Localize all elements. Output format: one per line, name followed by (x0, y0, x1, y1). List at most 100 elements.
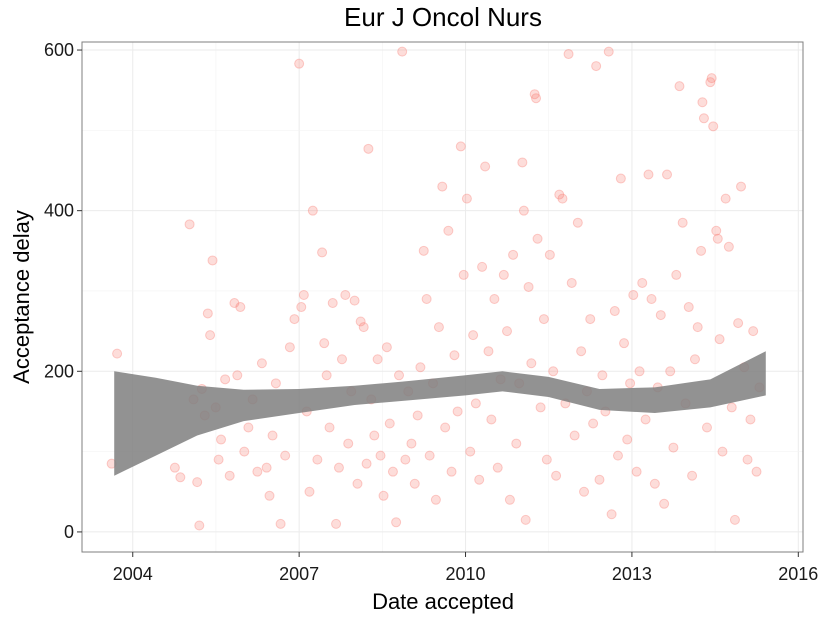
data-point (742, 454, 753, 465)
data-point (665, 366, 676, 377)
smooth-band (114, 351, 766, 476)
data-point (625, 378, 636, 389)
data-point (733, 318, 744, 329)
data-point (594, 474, 605, 485)
data-point (531, 93, 542, 104)
data-point (224, 470, 235, 481)
data-point (541, 454, 552, 465)
data-point (612, 450, 623, 461)
data-point (324, 422, 335, 433)
data-point (443, 225, 454, 236)
y-tick-label: 600 (44, 40, 74, 60)
data-point (538, 314, 549, 325)
data-point (384, 418, 395, 429)
data-point (697, 97, 708, 108)
data-point (343, 438, 354, 449)
data-point (692, 322, 703, 333)
data-point (628, 289, 639, 300)
data-point (298, 289, 309, 300)
data-point (548, 366, 559, 377)
data-point (572, 217, 583, 228)
data-point (296, 302, 307, 313)
data-point (400, 454, 411, 465)
data-point (184, 219, 195, 230)
data-point (532, 233, 543, 244)
data-point (498, 269, 509, 280)
data-point (745, 414, 756, 425)
data-point (202, 308, 213, 319)
data-point (566, 277, 577, 288)
data-point (261, 462, 272, 473)
data-point (726, 402, 737, 413)
data-point (671, 269, 682, 280)
data-point (363, 143, 374, 154)
data-point (387, 466, 398, 477)
data-point (714, 334, 725, 345)
data-point (458, 269, 469, 280)
data-point (646, 294, 657, 305)
data-point (378, 490, 389, 501)
data-point (511, 438, 522, 449)
data-point (440, 422, 451, 433)
data-point (634, 366, 645, 377)
data-point (232, 370, 243, 381)
data-point (474, 474, 485, 485)
data-point (437, 181, 448, 192)
y-tick-label: 200 (44, 361, 74, 381)
data-point (289, 314, 300, 325)
data-point (294, 58, 305, 69)
grid (82, 42, 803, 552)
data-point (535, 402, 546, 413)
data-point (452, 406, 463, 417)
data-point (520, 514, 531, 525)
data-point (609, 306, 620, 317)
data-point (655, 310, 666, 321)
data-point (523, 281, 534, 292)
data-point (606, 509, 617, 520)
data-point (637, 277, 648, 288)
data-point (597, 370, 608, 381)
data-point (252, 466, 263, 477)
data-points (106, 46, 765, 531)
data-point (554, 189, 565, 200)
data-point (603, 46, 614, 57)
data-point (369, 430, 380, 441)
data-point (477, 261, 488, 272)
data-point (689, 354, 700, 365)
data-point (588, 418, 599, 429)
data-point (468, 330, 479, 341)
data-point (264, 490, 275, 501)
data-point (312, 454, 323, 465)
data-point (569, 430, 580, 441)
y-tick-label: 400 (44, 201, 74, 221)
data-point (470, 398, 481, 409)
data-point (418, 245, 429, 256)
data-point (430, 494, 441, 505)
chart-title: Eur J Oncol Nurs (344, 2, 542, 32)
data-point (421, 294, 432, 305)
data-point (729, 514, 740, 525)
data-point (391, 517, 402, 528)
data-point (579, 486, 590, 497)
data-point (668, 442, 679, 453)
data-point (216, 434, 227, 445)
data-point (412, 410, 423, 421)
data-point (352, 478, 363, 489)
data-point (336, 354, 347, 365)
data-point (175, 472, 186, 483)
data-point (649, 478, 660, 489)
data-point (229, 298, 240, 309)
data-point (640, 414, 651, 425)
data-point (529, 89, 540, 100)
data-point (576, 346, 587, 357)
data-point (492, 462, 503, 473)
data-point (317, 247, 328, 258)
data-point (256, 358, 267, 369)
data-point (169, 462, 180, 473)
data-point (585, 314, 596, 325)
data-point (327, 298, 338, 309)
data-point (358, 322, 369, 333)
data-point (659, 498, 670, 509)
data-point (433, 322, 444, 333)
data-point (455, 141, 466, 152)
